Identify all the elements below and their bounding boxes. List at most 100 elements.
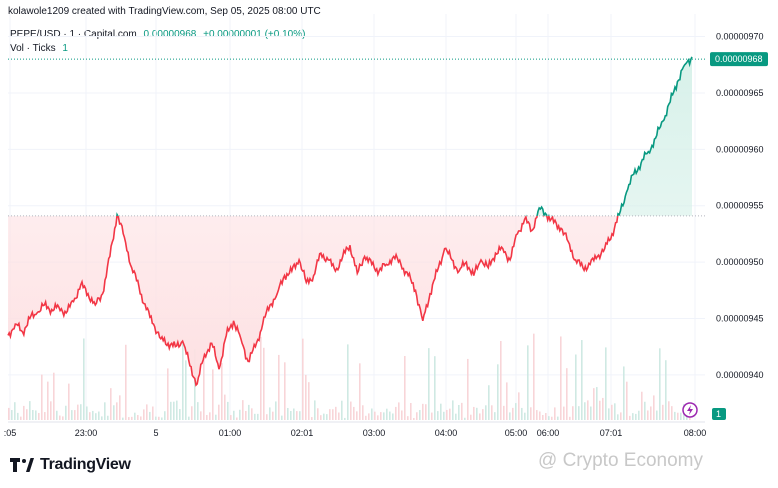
volume-bar — [542, 415, 544, 420]
volume-bar — [335, 406, 337, 420]
legend-symbol-row[interactable]: PEPE/USD · 1 · Capital.com 0.00000968 +0… — [10, 28, 305, 42]
volume-bar — [26, 409, 28, 420]
volume-bar — [479, 413, 481, 420]
volume-bar — [251, 408, 253, 420]
volume-bar — [662, 404, 664, 420]
volume-bar — [146, 404, 148, 420]
volume-bar — [617, 414, 619, 420]
volume-bar — [302, 338, 304, 420]
legend-volume-label: Vol · Ticks — [10, 43, 56, 54]
volume-bar — [446, 409, 448, 420]
volume-bar — [224, 394, 226, 420]
volume-bar — [308, 382, 310, 420]
volume-bar — [14, 402, 16, 420]
volume-bar — [548, 416, 550, 420]
volume-bar — [572, 406, 574, 420]
volume-bar — [218, 404, 220, 420]
lightning-icon[interactable] — [682, 402, 698, 418]
y-tick-label: 0.00000970 — [716, 32, 764, 42]
volume-bar — [668, 401, 670, 420]
volume-bar — [152, 406, 154, 420]
x-tick-label: 04:00 — [435, 428, 458, 438]
volume-bar — [608, 408, 610, 420]
volume-bar — [470, 414, 472, 420]
volume-bar — [320, 415, 322, 420]
volume-bar — [140, 416, 142, 420]
volume-bar — [170, 401, 172, 420]
price-line-down — [7, 215, 620, 387]
volume-bar — [431, 412, 433, 420]
x-tick-label: 06:00 — [537, 428, 560, 438]
volume-bar — [491, 405, 493, 420]
chart-legend: PEPE/USD · 1 · Capital.com 0.00000968 +0… — [10, 28, 305, 56]
volume-bar — [323, 413, 325, 420]
volume-bar — [602, 397, 604, 420]
volume-bar — [359, 363, 361, 420]
volume-bar — [260, 336, 262, 420]
volume-bar — [557, 416, 559, 420]
volume-bar — [296, 411, 298, 420]
volume-bar — [449, 408, 451, 420]
volume-bar — [128, 417, 130, 420]
volume-bar — [200, 411, 202, 420]
volume-bar — [71, 410, 73, 420]
volume-bar — [8, 407, 10, 420]
volume-bar — [248, 404, 250, 420]
volume-bar — [353, 406, 355, 420]
volume-bar — [677, 412, 679, 420]
legend-symbol: PEPE/USD · 1 · Capital.com — [10, 29, 137, 40]
volume-bar — [404, 356, 406, 420]
volume-bar — [539, 411, 541, 420]
volume-bar — [68, 383, 70, 420]
chart-overlay — [682, 402, 698, 418]
volume-bar — [329, 409, 331, 420]
legend-price: 0.00000968 — [143, 29, 197, 40]
volume-bar — [398, 402, 400, 420]
volume-bar — [47, 381, 49, 420]
volume-bar — [419, 410, 421, 420]
volume-bar — [257, 413, 259, 420]
volume-bar — [203, 358, 205, 420]
x-tick-label: 5 — [153, 428, 158, 438]
x-tick-label: :05 — [4, 428, 17, 438]
volume-bar — [197, 402, 199, 420]
volume-bar — [221, 363, 223, 420]
volume-badge-text: 1 — [716, 409, 721, 419]
volume-bar — [641, 391, 643, 420]
volume-bar — [104, 402, 106, 420]
volume-bar — [107, 415, 109, 420]
below-baseline-fill — [8, 215, 618, 386]
volume-bar — [236, 417, 238, 420]
volume-bar — [137, 415, 139, 420]
volume-bar — [86, 406, 88, 420]
x-tick-label: 01:00 — [219, 428, 242, 438]
x-tick-label: 07:01 — [600, 428, 623, 438]
volume-bar — [413, 417, 415, 420]
volume-bar — [284, 362, 286, 420]
volume-bar — [362, 405, 364, 420]
volume-bar — [611, 404, 613, 420]
volume-bar — [11, 410, 13, 420]
volume-bar — [89, 412, 91, 420]
volume-bar — [164, 411, 166, 420]
baseline-fills — [8, 56, 705, 386]
volume-bar — [530, 407, 532, 420]
volume-bar — [440, 403, 442, 420]
volume-bar — [596, 387, 598, 420]
volume-bar — [410, 402, 412, 420]
volume-bar — [647, 410, 649, 420]
volume-bar — [122, 417, 124, 420]
y-tick-label: 0.00000955 — [716, 201, 764, 211]
volume-bar — [371, 408, 373, 420]
volume-bar — [452, 400, 454, 420]
volume-bar — [578, 406, 580, 420]
volume-bar — [422, 403, 424, 420]
volume-bar — [365, 415, 367, 420]
volume-bar — [50, 401, 52, 420]
volume-bar — [515, 403, 517, 420]
chart-credit: kolawole1209 created with TradingView.co… — [8, 6, 321, 17]
tradingview-logo[interactable]: TradingView — [10, 456, 131, 474]
legend-volume-row[interactable]: Vol · Ticks 1 — [10, 42, 305, 56]
volume-bar — [233, 410, 235, 420]
